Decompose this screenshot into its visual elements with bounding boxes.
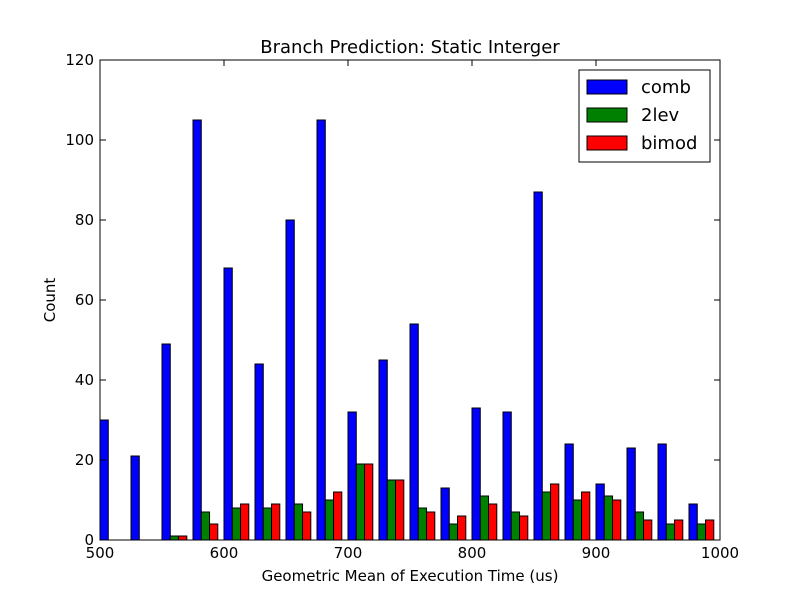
bar-comb-8 [347, 411, 357, 541]
bar-comb-12 [471, 407, 481, 541]
bar-2lev-13 [510, 511, 521, 541]
legend-label-comb: comb [641, 77, 691, 98]
bar-bimod-16 [612, 499, 622, 541]
bar-bimod-14 [550, 483, 560, 541]
x-axis-label: Geometric Mean of Execution Time (us) [262, 567, 559, 585]
bar-2lev-18 [665, 523, 676, 541]
legend-swatch-2lev [586, 107, 628, 123]
bar-2lev-7 [324, 499, 335, 541]
bar-bimod-7 [333, 491, 343, 541]
x-tick-label: 700 [334, 544, 363, 562]
legend-label-bimod: bimod [641, 133, 697, 154]
bar-comb-1 [130, 455, 140, 541]
x-tick-label: 1000 [701, 544, 739, 562]
bar-2lev-11 [448, 523, 459, 541]
bar-bimod-8 [364, 463, 374, 541]
bar-comb-13 [502, 411, 512, 541]
bar-comb-14 [533, 191, 543, 541]
bar-bimod-11 [457, 515, 467, 541]
bar-comb-9 [378, 359, 388, 541]
bar-comb-16 [595, 483, 605, 541]
bar-comb-4 [223, 267, 233, 541]
bar-bimod-15 [581, 491, 591, 541]
y-tick-label: 0 [84, 531, 94, 549]
y-axis-label: Count [41, 278, 59, 323]
bar-2lev-16 [603, 495, 614, 541]
bar-bimod-6 [302, 511, 312, 541]
bar-2lev-2 [169, 535, 180, 541]
bar-bimod-17 [643, 519, 653, 541]
bar-bimod-4 [240, 503, 250, 541]
legend-swatch-bimod [586, 135, 628, 151]
bar-comb-10 [409, 323, 419, 541]
bar-bimod-13 [519, 515, 529, 541]
bar-2lev-12 [479, 495, 490, 541]
bar-comb-18 [657, 443, 667, 541]
bar-comb-15 [564, 443, 574, 541]
legend-swatch-comb [586, 79, 628, 95]
x-tick-label: 600 [210, 544, 239, 562]
y-tick-label: 120 [65, 51, 94, 69]
bar-bimod-5 [271, 503, 281, 541]
y-tick-label: 100 [65, 131, 94, 149]
bar-bimod-12 [488, 503, 498, 541]
bar-bimod-3 [209, 523, 219, 541]
bar-comb-11 [440, 487, 450, 541]
bar-comb-0 [99, 419, 109, 541]
bar-2lev-3 [200, 511, 211, 541]
bar-2lev-17 [634, 511, 645, 541]
x-tick-label: 500 [86, 544, 115, 562]
bar-2lev-10 [417, 507, 428, 541]
ticks-group: 500 600 700 800 900 1000 0 20 40 60 80 100 120 [65, 51, 739, 562]
y-tick-label: 20 [75, 451, 94, 469]
legend: comb 2lev bimod [578, 69, 711, 163]
bar-bimod-10 [426, 511, 436, 541]
y-tick-label: 40 [75, 371, 94, 389]
bar-bimod-18 [674, 519, 684, 541]
bar-2lev-19 [696, 523, 707, 541]
x-tick-label: 900 [582, 544, 611, 562]
bar-2lev-14 [541, 491, 552, 541]
bar-comb-6 [285, 219, 295, 541]
bar-bimod-9 [395, 479, 405, 541]
bar-2lev-5 [262, 507, 273, 541]
bar-comb-7 [316, 119, 326, 541]
y-tick-label: 60 [75, 291, 94, 309]
bar-comb-5 [254, 363, 264, 541]
bar-bimod-2 [178, 535, 188, 541]
bars-group [99, 119, 715, 541]
bar-comb-2 [161, 343, 171, 541]
bar-2lev-9 [386, 479, 397, 541]
bar-comb-17 [626, 447, 636, 541]
bar-2lev-15 [572, 499, 583, 541]
bar-2lev-8 [355, 463, 366, 541]
bar-2lev-6 [293, 503, 304, 541]
y-tick-label: 80 [75, 211, 94, 229]
bar-2lev-4 [231, 507, 242, 541]
x-tick-label: 800 [458, 544, 487, 562]
legend-label-2lev: 2lev [641, 105, 680, 126]
bar-comb-3 [192, 119, 202, 541]
chart-title: Branch Prediction: Static Interger [260, 37, 560, 58]
bar-bimod-19 [705, 519, 715, 541]
plot-frame [99, 59, 721, 541]
bar-comb-19 [688, 503, 698, 541]
